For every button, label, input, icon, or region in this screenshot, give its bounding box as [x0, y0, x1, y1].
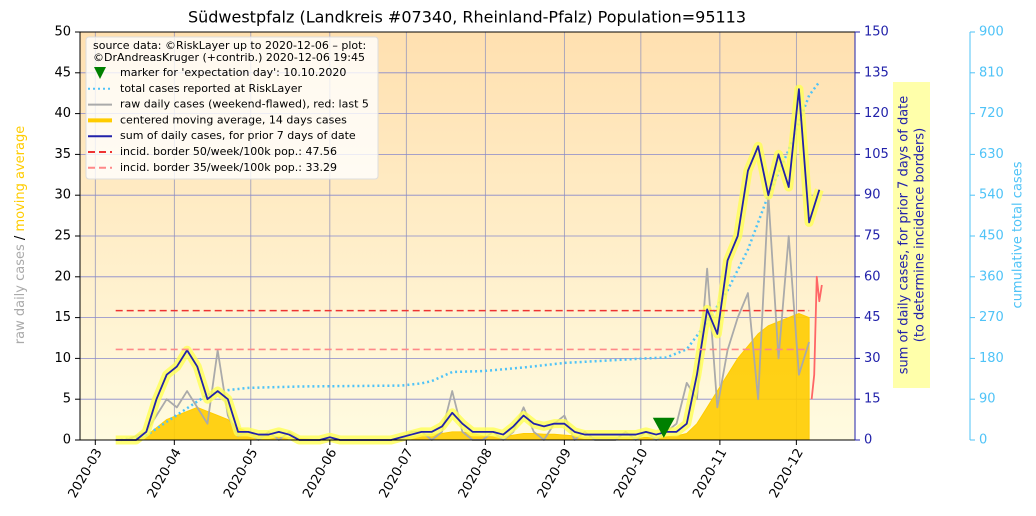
y-tick-label: 20 — [54, 269, 71, 284]
legend-label: raw daily cases (weekend-flawed), red: l… — [120, 98, 369, 111]
y-tick-label: 40 — [54, 106, 71, 121]
marker — [652, 417, 675, 438]
y2-tick-label: 15 — [864, 392, 881, 407]
y-tick-label: 35 — [54, 147, 71, 162]
y3-axis-label: cumulative total cases — [1011, 161, 1026, 308]
chart-title: Südwestpfalz (Landkreis #07340, Rheinlan… — [188, 8, 746, 27]
y-label-part: / — [13, 235, 28, 240]
x-tick-label: 2020-09 — [535, 446, 575, 501]
y2-tick-label: 30 — [864, 351, 881, 366]
y2-tick-label: 150 — [864, 25, 889, 40]
x-tick-label: 2020-11 — [690, 446, 730, 501]
legend-label: incid. border 50/week/100k pop.: 47.56 — [120, 145, 337, 158]
y3-tick-label: 360 — [979, 269, 1004, 284]
y-tick-label: 50 — [54, 25, 71, 40]
legend-label: incid. border 35/week/100k pop.: 33.29 — [120, 161, 337, 174]
y-tick-label: 10 — [54, 351, 71, 366]
y3-tick-label: 810 — [979, 65, 1004, 80]
x-tick-label: 2020-10 — [611, 446, 651, 501]
y-label-part: moving average — [13, 126, 28, 232]
y3-tick-label: 540 — [979, 188, 1004, 203]
y3-tick-label: 900 — [979, 25, 1004, 40]
y3-tick-label: 450 — [979, 229, 1004, 244]
y2-label-box — [893, 82, 930, 388]
y3-tick-label: 270 — [979, 310, 1004, 325]
legend-label: centered moving average, 14 days cases — [120, 113, 347, 126]
y3-tick-label: 0 — [979, 433, 987, 448]
y2-tick-label: 75 — [864, 229, 881, 244]
legend-label: sum of daily cases, for prior 7 days of … — [120, 129, 356, 142]
legend-box — [85, 36, 379, 180]
y-tick-label: 5 — [63, 392, 71, 407]
y-tick-label: 0 — [63, 433, 71, 448]
y2-tick-label: 135 — [864, 65, 889, 80]
line — [115, 88, 821, 441]
y-label-part: raw daily cases — [13, 244, 28, 344]
y2-tick-label: 120 — [864, 106, 889, 121]
y-tick-label: 45 — [54, 65, 71, 80]
marks — [115, 81, 824, 445]
x-tick-label: 2020-07 — [377, 446, 417, 501]
legend-label: marker for 'expectation day': 10.10.2020 — [120, 66, 346, 79]
y2-tick-label: 90 — [864, 188, 881, 203]
y2-tick-label: 60 — [864, 269, 881, 284]
line — [810, 275, 823, 400]
y-tick-label: 15 — [54, 310, 71, 325]
y-tick-label: 25 — [54, 229, 71, 244]
y3-tick-label: 720 — [979, 106, 1004, 121]
y2-tick-label: 45 — [864, 310, 881, 325]
y2-tick-label: 0 — [864, 433, 872, 448]
y2-tick-label: 105 — [864, 147, 889, 162]
x-tick-label: 2020-05 — [221, 446, 261, 501]
y3-tick-label: 180 — [979, 351, 1004, 366]
y-tick-label: 30 — [54, 188, 71, 203]
y2-axis-label: (to determine incidence borders) — [913, 128, 928, 343]
legend-swatch — [94, 67, 106, 79]
y3-tick-label: 630 — [979, 147, 1004, 162]
x-tick-label: 2020-04 — [145, 446, 185, 501]
x-tick-label: 2020-08 — [456, 446, 496, 501]
y-axis-label: raw daily cases / moving average — [13, 126, 28, 344]
legend-title: ©DrAndreasKruger (+contrib.) 2020-12-06 … — [93, 51, 365, 64]
y2-axis-label: sum of daily cases, for prior 7 days of … — [897, 96, 912, 375]
legend-label: total cases reported at RiskLayer — [120, 82, 303, 95]
legend-title: source data: ©RiskLayer up to 2020-12-06… — [93, 39, 366, 52]
y3-tick-label: 90 — [979, 392, 996, 407]
x-tick-label: 2020-12 — [767, 446, 807, 501]
x-tick-label: 2020-03 — [66, 446, 106, 501]
x-tick-label: 2020-06 — [300, 446, 340, 501]
legend: source data: ©RiskLayer up to 2020-12-06… — [85, 36, 379, 180]
